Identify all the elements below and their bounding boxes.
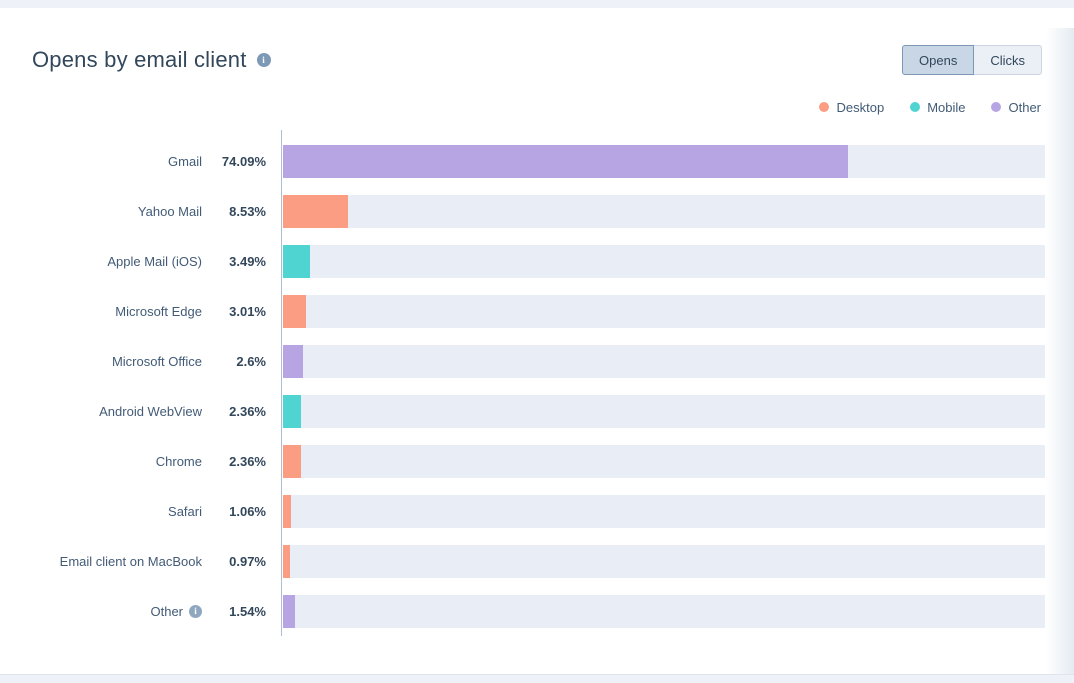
clicks-toggle-button[interactable]: Clicks: [973, 45, 1042, 75]
card-header: Opens by email client i Opens Clicks: [0, 8, 1074, 75]
category-label: Apple Mail (iOS): [0, 254, 202, 269]
category-label-text: Yahoo Mail: [137, 203, 202, 219]
bar-track: [283, 244, 1045, 278]
page-title: Opens by email client: [32, 47, 247, 72]
y-axis-line: [281, 130, 282, 636]
chart-row: Safari 1.06%: [0, 486, 1045, 536]
category-label: Chrome: [0, 454, 202, 469]
bar-desktop[interactable]: [283, 494, 292, 528]
opens-toggle-button[interactable]: Opens: [902, 45, 975, 75]
bar-desktop[interactable]: [283, 294, 306, 328]
category-label-text: Safari: [168, 503, 202, 519]
title-info-icon[interactable]: i: [256, 53, 271, 67]
category-label: Android WebView: [0, 404, 202, 419]
chart-row: Android WebView 2.36%: [0, 386, 1045, 436]
value-label: 74.09%: [221, 153, 266, 169]
bar-other[interactable]: [283, 594, 295, 628]
value-label: 1.06%: [229, 503, 266, 519]
bar-track: [283, 294, 1045, 328]
chart-legend: Desktop Mobile Other: [0, 99, 1041, 115]
chart-rows: Gmail 74.09% Yahoo Mail 8.53% Apple Mail (iO…: [0, 136, 1045, 636]
category-label-text: Apple Mail (iOS): [107, 253, 202, 269]
legend-dot-icon: [819, 102, 830, 112]
bar-desktop[interactable]: [283, 194, 348, 228]
chart-row: Microsoft Office 2.6%: [0, 336, 1045, 386]
category-label: Other i: [0, 604, 202, 619]
value-label: 8.53%: [229, 203, 266, 219]
card-right-shadow: [1046, 28, 1074, 674]
category-label: Safari: [0, 504, 202, 519]
bar-mobile[interactable]: [283, 394, 301, 428]
category-label: Gmail: [0, 154, 202, 169]
category-label-text: Microsoft Office: [111, 353, 202, 369]
bar-track: [283, 594, 1045, 628]
category-label-text: Email client on MacBook: [59, 553, 202, 569]
legend-dot-icon: [991, 102, 1002, 112]
bar-desktop[interactable]: [283, 444, 301, 478]
bar-mobile[interactable]: [283, 244, 310, 278]
value-label: 2.6%: [236, 353, 266, 369]
chart-row: Email client on MacBook 0.97%: [0, 536, 1045, 586]
bar-track: [283, 494, 1045, 528]
bar-other[interactable]: [283, 144, 848, 178]
category-label-text: Chrome: [155, 453, 202, 469]
other-category-info-icon[interactable]: i: [189, 604, 202, 618]
chart-row: Gmail 74.09%: [0, 136, 1045, 186]
chart-row: Other i 1.54%: [0, 586, 1045, 636]
category-label: Email client on MacBook: [0, 554, 202, 569]
value-label: 0.97%: [229, 553, 266, 569]
value-label: 2.36%: [229, 453, 266, 469]
legend-label: Mobile: [927, 99, 966, 115]
bar-track: [283, 444, 1045, 478]
category-label: Microsoft Office: [0, 354, 202, 369]
chart-row: Yahoo Mail 8.53%: [0, 186, 1045, 236]
category-label-text: Gmail: [168, 153, 202, 169]
legend-label: Other: [1008, 99, 1041, 115]
legend-label: Desktop: [836, 99, 885, 115]
legend-item-other[interactable]: Other: [991, 100, 1041, 115]
value-label: 3.01%: [229, 303, 266, 319]
legend-item-desktop[interactable]: Desktop: [819, 100, 884, 115]
bar-track: [283, 144, 1045, 178]
bar-desktop[interactable]: [283, 544, 291, 578]
category-label: Yahoo Mail: [0, 204, 202, 219]
category-label-text: Microsoft Edge: [115, 303, 202, 319]
bar-chart: Gmail 74.09% Yahoo Mail 8.53% Apple Mail (iO…: [0, 130, 1045, 636]
bar-track: [283, 394, 1045, 428]
chart-row: Microsoft Edge 3.01%: [0, 286, 1045, 336]
legend-dot-icon: [910, 102, 921, 112]
bar-track: [283, 544, 1045, 578]
category-label-text: Android WebView: [99, 403, 202, 419]
legend-item-mobile[interactable]: Mobile: [910, 100, 965, 115]
opens-by-email-client-card: Opens by email client i Opens Clicks Des…: [0, 8, 1074, 675]
bar-track: [283, 344, 1045, 378]
chart-row: Chrome 2.36%: [0, 436, 1045, 486]
value-label: 2.36%: [229, 403, 266, 419]
title-wrap: Opens by email client i: [32, 45, 271, 75]
chart-row: Apple Mail (iOS) 3.49%: [0, 236, 1045, 286]
value-label: 1.54%: [229, 603, 266, 619]
category-label: Microsoft Edge: [0, 304, 202, 319]
bar-track: [283, 194, 1045, 228]
bar-other[interactable]: [283, 344, 303, 378]
value-label: 3.49%: [229, 253, 266, 269]
category-label-text: Other: [150, 603, 183, 619]
opens-clicks-toggle: Opens Clicks: [902, 45, 1042, 75]
